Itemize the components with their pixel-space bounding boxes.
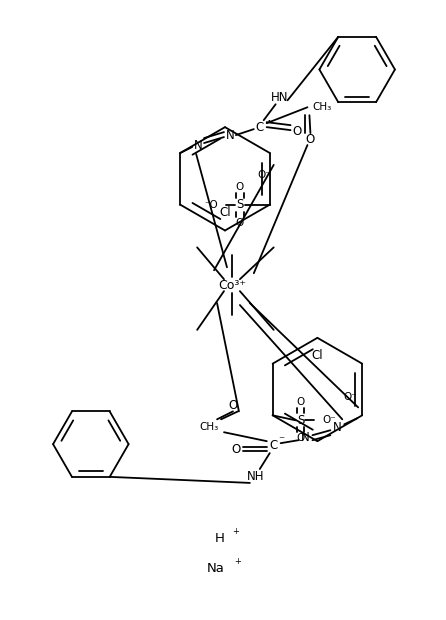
Text: O⁻: O⁻: [343, 392, 357, 402]
Text: ⁻: ⁻: [279, 435, 285, 448]
Text: Cl: Cl: [219, 206, 231, 219]
Text: N: N: [194, 138, 202, 151]
Text: HN: HN: [271, 91, 289, 104]
Text: Cl: Cl: [312, 349, 323, 362]
Text: S: S: [297, 414, 304, 427]
Text: CH₃: CH₃: [200, 422, 219, 432]
Text: N: N: [333, 421, 342, 434]
Text: ⁻O: ⁻O: [204, 200, 218, 210]
Text: O⁻: O⁻: [322, 415, 336, 425]
Text: CH₃: CH₃: [312, 102, 332, 112]
Text: C: C: [269, 439, 278, 451]
Text: C: C: [256, 121, 264, 134]
Text: N: N: [226, 128, 234, 141]
Text: Na: Na: [207, 562, 225, 575]
Text: O: O: [228, 399, 238, 412]
Text: O: O: [231, 443, 240, 456]
Text: +: +: [234, 557, 241, 566]
Text: O: O: [296, 433, 305, 443]
Text: S: S: [236, 198, 244, 211]
Text: O⁻: O⁻: [257, 170, 271, 180]
Text: +: +: [232, 527, 239, 536]
Text: Co³⁺: Co³⁺: [218, 278, 246, 291]
Text: N: N: [301, 431, 310, 444]
Text: ·: ·: [266, 115, 271, 130]
Text: O: O: [306, 133, 315, 146]
Text: O: O: [236, 182, 244, 192]
Text: H: H: [215, 532, 225, 545]
Text: O: O: [296, 397, 305, 407]
Text: O: O: [293, 125, 302, 138]
Text: NH: NH: [247, 471, 264, 484]
Text: O: O: [236, 218, 244, 228]
